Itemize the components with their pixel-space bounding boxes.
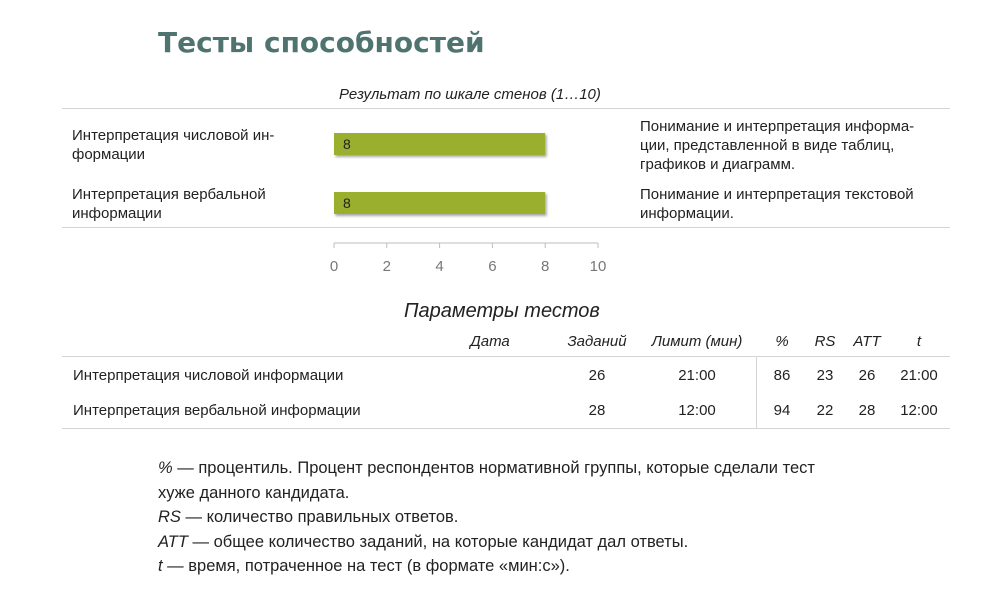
table-divider-header — [62, 356, 950, 357]
sten-bar-chart: 8 8 0 2 4 6 8 10 — [330, 133, 607, 275]
test-limit: 21:00 — [678, 367, 716, 384]
test-tasks: 28 — [588, 402, 606, 419]
test-att: 26 — [858, 367, 876, 384]
header-tasks: Заданий — [567, 333, 627, 350]
note-text: — процентиль. Процент респондентов норма… — [172, 459, 815, 477]
note-line: хуже данного кандидата. — [158, 481, 918, 506]
description-line: графиков и диаграмм. — [640, 156, 796, 173]
description-verbal: Понимание и интерпретация текстовой инфо… — [640, 185, 945, 223]
header-limit: Лимит (мин) — [651, 333, 743, 350]
note-line: t — время, потраченное на тест (в формат… — [158, 554, 918, 579]
header-date: Дата — [470, 333, 510, 350]
description-line: ции, представленной в виде таблиц, — [640, 137, 895, 154]
chart-row-label-verbal: Интерпретация вербальной информации — [72, 185, 312, 223]
header-percentile: % — [775, 333, 789, 350]
test-limit: 12:00 — [678, 402, 716, 419]
label-line: информации — [72, 205, 162, 222]
note-text: — время, потраченное на тест (в формате … — [162, 557, 570, 575]
table-divider-bottom — [62, 428, 950, 429]
note-term: t — [158, 557, 163, 575]
note-text: — общее количество заданий, на которые к… — [187, 532, 689, 551]
page-title: Тесты способностей — [158, 26, 485, 59]
note-line: % — процентиль. Процент респондентов нор… — [158, 456, 918, 481]
bar — [334, 192, 546, 214]
note-line: ATT — общее количество заданий, на котор… — [158, 530, 918, 555]
note-term: ATT — [158, 532, 188, 551]
header-rs: RS — [814, 333, 836, 350]
description-line: информации. — [640, 205, 734, 222]
header-att: ATT — [853, 333, 881, 350]
label-line: Интерпретация числовой ин- — [72, 127, 275, 144]
test-tasks: 26 — [588, 367, 606, 384]
x-tick-label: 10 — [590, 258, 607, 275]
test-att: 28 — [858, 402, 876, 419]
label-line: формации — [72, 146, 146, 163]
x-tick-label: 6 — [488, 258, 496, 275]
note-line: RS — количество правильных ответов. — [158, 505, 918, 530]
divider-chart-bottom — [62, 227, 950, 228]
x-tick-label: 4 — [435, 258, 443, 275]
test-time: 12:00 — [900, 402, 938, 419]
description-line: Понимание и интерпретация информа- — [640, 118, 915, 135]
bar — [334, 133, 546, 155]
x-tick-label: 8 — [541, 258, 549, 275]
chart-row-label-numeric: Интерпретация числовой ин- формации — [72, 126, 312, 164]
table-vertical-divider — [756, 357, 757, 428]
test-name: Интерпретация вербальной информации — [73, 402, 361, 419]
note-text: — количество правильных ответов. — [180, 508, 459, 526]
divider-top — [62, 108, 950, 109]
note-text: хуже данного кандидата. — [158, 483, 350, 502]
legend-notes: % — процентиль. Процент респондентов нор… — [158, 456, 918, 579]
test-name: Интерпретация числовой информации — [73, 367, 344, 384]
description-line: Понимание и интерпретация текстовой — [640, 186, 914, 203]
x-tick-label: 0 — [330, 258, 338, 275]
description-numeric: Понимание и интерпретация информа- ции, … — [640, 117, 945, 174]
bar-data-label: 8 — [343, 195, 351, 211]
test-time: 21:00 — [900, 367, 938, 384]
test-rs: 22 — [816, 402, 834, 419]
test-rs: 23 — [816, 367, 834, 384]
bar-data-label: 8 — [343, 136, 351, 152]
x-tick-label: 2 — [383, 258, 391, 275]
chart-title-text: Результат по шкале стенов (1…10) — [339, 86, 601, 103]
note-term: RS — [158, 508, 181, 526]
test-percentile: 86 — [773, 367, 791, 384]
note-term: % — [158, 459, 173, 477]
test-percentile: 94 — [773, 402, 791, 419]
header-t: t — [916, 333, 922, 350]
label-line: Интерпретация вербальной — [72, 186, 266, 203]
params-title-text: Параметры тестов — [404, 300, 600, 322]
